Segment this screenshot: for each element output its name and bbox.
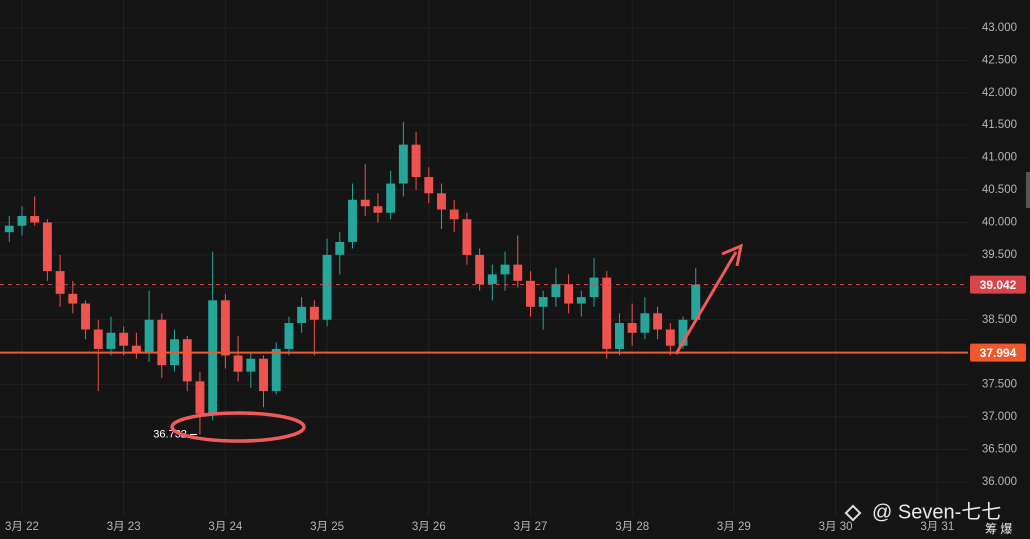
candle-body (106, 332, 116, 349)
candle-body (411, 144, 421, 178)
candle-body (564, 284, 574, 304)
watermark-logo (844, 504, 862, 522)
price-tag (970, 343, 1026, 362)
candle-body (487, 274, 497, 285)
y-tick-label: 38.500 (982, 314, 1017, 326)
candle-body (551, 284, 561, 298)
grid (0, 0, 968, 515)
y-tick-label: 43.000 (982, 22, 1017, 34)
x-tick-label: 3月 24 (208, 521, 242, 533)
x-tick-label: 3月 27 (514, 521, 548, 533)
candle-body (93, 329, 103, 349)
corner-text: 筹 爆 (985, 522, 1012, 536)
candle-body (30, 215, 40, 223)
candle-body (42, 222, 52, 272)
candle-body (322, 254, 332, 320)
x-tick-label: 3月 29 (717, 521, 751, 533)
y-tick-label: 42.500 (982, 54, 1017, 66)
x-tick-label: 3月 25 (310, 521, 344, 533)
plot-area: 36.732 (0, 121, 968, 440)
candle-body (513, 264, 523, 281)
arrow-shaft (674, 251, 738, 355)
candle-body (297, 306, 307, 324)
candle-body (373, 206, 383, 213)
candle-body (144, 319, 154, 353)
candle-body (259, 358, 268, 392)
y-tick-label: 41.000 (982, 152, 1017, 164)
candle-body (119, 332, 129, 346)
x-tick-label: 3月 23 (107, 521, 141, 533)
candle-body (678, 319, 688, 346)
candle-body (526, 280, 535, 307)
candle-body (538, 297, 548, 307)
candle-body (195, 381, 205, 414)
candle-body (55, 271, 65, 294)
candle-body (271, 348, 281, 392)
candle-body (131, 345, 141, 353)
candle-body (4, 225, 14, 233)
price-tag-label: 37.994 (980, 346, 1017, 360)
x-tick-label: 3月 22 (5, 521, 39, 533)
candle-body (348, 199, 357, 242)
price-tag-label: 39.042 (980, 278, 1017, 292)
y-tick-label: 36.500 (982, 444, 1017, 456)
candle-body (360, 199, 370, 207)
y-tick-label: 37.000 (982, 411, 1017, 423)
candle-body (157, 319, 167, 366)
x-tick-label: 3月 26 (412, 521, 446, 533)
candle-body (653, 313, 663, 330)
candle-body (386, 183, 396, 213)
candle-body (17, 215, 27, 226)
candle-body (602, 277, 612, 349)
scroll-handle[interactable] (1026, 172, 1030, 208)
watermark: @ Seven-七七 (872, 500, 1001, 523)
candle-body (437, 193, 446, 210)
candle-body (81, 303, 90, 330)
price-tag (970, 275, 1026, 294)
y-tick-label: 36.000 (982, 476, 1017, 488)
candle-body (335, 241, 345, 255)
candle-body (398, 144, 408, 184)
candle-body (627, 323, 637, 333)
candle-body (640, 313, 650, 333)
y-tick-label: 37.500 (982, 379, 1017, 391)
candle-body (475, 254, 485, 285)
x-tick-label: 3月 30 (819, 521, 853, 533)
y-tick-label: 42.000 (982, 87, 1017, 99)
candle-body (309, 306, 319, 320)
candle-body (424, 177, 434, 194)
axis: 36.00036.50037.00037.50038.00038.50039.0… (5, 22, 1026, 533)
y-tick-label: 40.500 (982, 184, 1017, 196)
candle-body (220, 300, 230, 356)
candle-body (589, 277, 599, 298)
x-tick-label: 3月 31 (920, 521, 954, 533)
candle-body (208, 300, 218, 414)
x-tick-label: 3月 28 (615, 521, 649, 533)
y-tick-label: 39.500 (982, 249, 1017, 261)
candle-body (233, 355, 243, 372)
candle-body (615, 323, 624, 349)
candle-body (665, 329, 675, 346)
highlight-ellipse (170, 411, 306, 443)
arrow-head (721, 243, 744, 267)
y-tick-label: 41.500 (982, 119, 1017, 131)
candle-body (449, 209, 459, 220)
candle-body (691, 284, 701, 320)
candle-body (284, 323, 294, 349)
candle-body (68, 293, 78, 304)
candle-body (182, 339, 192, 382)
candle-body (576, 297, 586, 304)
candle-body (246, 358, 256, 372)
candle-body (500, 264, 510, 275)
candle-body (462, 219, 472, 255)
y-tick-label: 40.000 (982, 217, 1017, 229)
